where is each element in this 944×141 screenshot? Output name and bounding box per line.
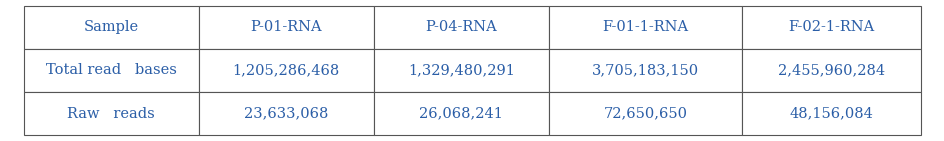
Text: 2,455,960,284: 2,455,960,284 <box>777 63 885 78</box>
Text: Raw   reads: Raw reads <box>67 107 155 121</box>
Bar <box>741 92 920 135</box>
Bar <box>198 92 373 135</box>
Bar <box>548 92 741 135</box>
Text: F-02-1-RNA: F-02-1-RNA <box>787 20 874 34</box>
Text: P-01-RNA: P-01-RNA <box>250 20 322 34</box>
Text: Sample: Sample <box>83 20 139 34</box>
Bar <box>24 92 198 135</box>
Bar <box>741 49 920 92</box>
Bar <box>373 6 548 49</box>
Text: 26,068,241: 26,068,241 <box>419 107 503 121</box>
Text: 1,205,286,468: 1,205,286,468 <box>232 63 340 78</box>
Bar <box>24 6 198 49</box>
Bar <box>373 49 548 92</box>
Text: 23,633,068: 23,633,068 <box>244 107 329 121</box>
Bar <box>373 92 548 135</box>
Bar <box>24 49 198 92</box>
Bar <box>198 49 373 92</box>
Bar <box>548 49 741 92</box>
Bar <box>198 6 373 49</box>
Text: 1,329,480,291: 1,329,480,291 <box>408 63 514 78</box>
Text: Total read   bases: Total read bases <box>45 63 177 78</box>
Bar <box>548 6 741 49</box>
Text: 48,156,084: 48,156,084 <box>789 107 872 121</box>
Text: 3,705,183,150: 3,705,183,150 <box>591 63 699 78</box>
Text: 72,650,650: 72,650,650 <box>602 107 686 121</box>
Bar <box>741 6 920 49</box>
Text: P-04-RNA: P-04-RNA <box>425 20 497 34</box>
Text: F-01-1-RNA: F-01-1-RNA <box>601 20 687 34</box>
